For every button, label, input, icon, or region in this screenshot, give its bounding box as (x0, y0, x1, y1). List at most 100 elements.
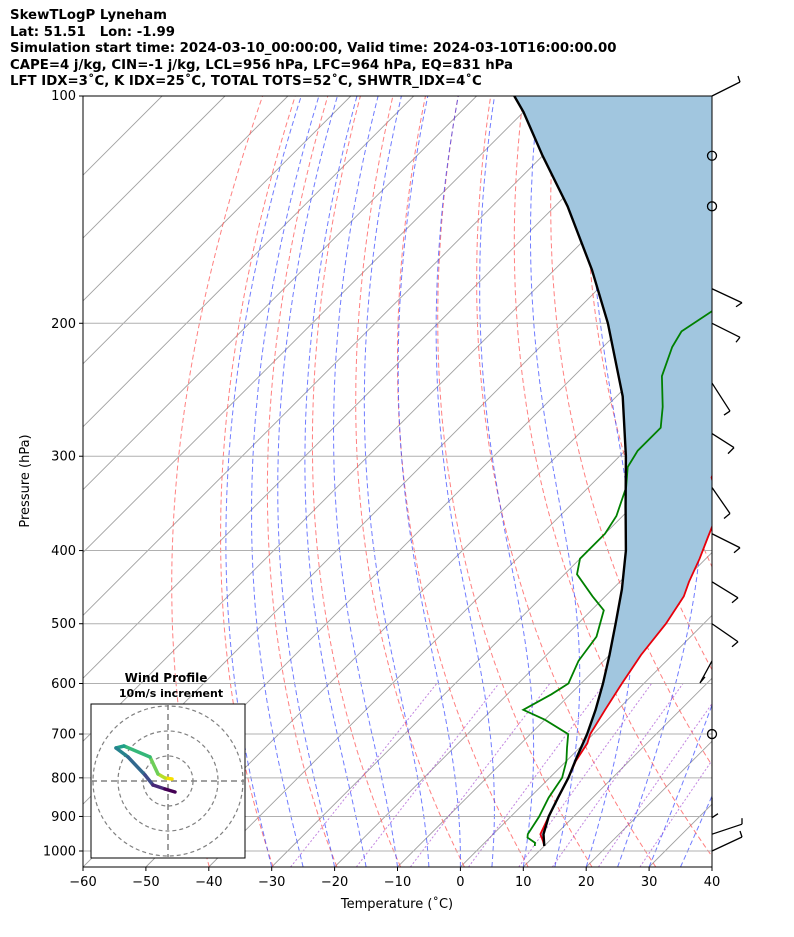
x-tick-label: −60 (69, 875, 96, 890)
isotherm-line (522, 677, 712, 867)
isotherm-line (83, 96, 540, 554)
wind-barb (711, 797, 719, 819)
y-tick-label: 900 (51, 810, 76, 825)
moist-adiabat (251, 96, 320, 867)
x-tick-label: 40 (704, 875, 721, 890)
wind-barb-staff (711, 81, 741, 97)
dewpoint-line (521, 310, 712, 847)
x-tick-label: 0 (456, 875, 464, 890)
hodograph-segment (148, 755, 160, 776)
wind-barb (711, 487, 731, 519)
moist-adiabat (479, 96, 535, 867)
y-tick-label: 400 (51, 544, 76, 559)
parcel-line (513, 96, 628, 847)
wind-barb-calm (706, 728, 718, 740)
chart-title: SkewTLogP Lyneham Lat: 51.51 Lon: -1.99 … (10, 8, 617, 91)
wind-barb-staff (711, 533, 741, 549)
isotherm-line (83, 96, 603, 617)
hodograph-segment (143, 773, 155, 787)
x-tick-label: −20 (321, 875, 348, 890)
title-indices-2: LFT IDX=3˚C, K IDX=25˚C, TOTAL TOTS=52˚C… (10, 74, 482, 89)
wind-barb-flag (737, 75, 741, 83)
mixing-ratio-line (409, 683, 551, 867)
mixing-ratio-line (518, 683, 653, 867)
moist-adiabat (363, 96, 430, 867)
wind-barb-staff (711, 623, 739, 643)
isotherm-line (334, 488, 712, 867)
wind-barb-staff (711, 581, 739, 599)
y-tick-label: 300 (51, 450, 76, 465)
moist-adiabat (435, 96, 495, 867)
wind-barb (711, 623, 739, 648)
mixing-ratio-line (597, 702, 712, 867)
mixing-ratio-line (551, 683, 684, 867)
mixing-ratio-line (468, 683, 605, 867)
x-tick-label: 10 (515, 875, 532, 890)
y-tick-label: 800 (51, 771, 76, 786)
title-times: Simulation start time: 2024-03-10_00:00:… (10, 41, 617, 56)
y-tick-label: 600 (51, 677, 76, 692)
y-tick-label: 200 (51, 317, 76, 332)
x-tick-label: −30 (258, 875, 285, 890)
wind-barb (711, 830, 743, 852)
wind-barb (711, 322, 741, 343)
wind-barb (711, 288, 743, 308)
wind-barb-flag (731, 597, 739, 604)
wind-barb-staff (699, 660, 713, 684)
y-tick-label: 500 (51, 617, 76, 632)
wind-barb-staff (711, 823, 743, 835)
isotherm-line (145, 300, 712, 867)
wind-barb-flag (731, 641, 739, 648)
profile-layer (513, 96, 712, 847)
hodograph-segment (114, 746, 130, 759)
wind-barb-staff (711, 288, 743, 304)
dry-adiabat (513, 96, 712, 858)
wind-barb-flag (723, 512, 731, 519)
isotherm-line (711, 866, 712, 867)
x-tick-label: −50 (132, 875, 159, 890)
title-station: SkewTLogP Lyneham (10, 8, 167, 23)
wind-barb-staff (711, 382, 731, 412)
isotherm-line (83, 96, 477, 491)
wind-barb-staff (711, 487, 731, 514)
moist-adiabat (277, 96, 338, 867)
wind-barb-staff (711, 836, 743, 852)
x-tick-label: −10 (384, 875, 411, 890)
wind-barb (711, 382, 731, 416)
x-tick-label: −40 (195, 875, 222, 890)
dry-adiabat (355, 96, 465, 867)
wind-barb (711, 75, 741, 97)
hodograph-segment (122, 744, 152, 759)
isotherm-line (397, 551, 712, 867)
wind-barb-flag (723, 410, 731, 416)
hodograph-segment (163, 787, 177, 794)
cape-fill-area (514, 96, 712, 846)
wind-barb-staff (711, 322, 741, 338)
wind-barb (711, 581, 739, 604)
moist-adiabat (304, 96, 367, 867)
wind-barb-flag (735, 336, 741, 343)
x-axis-ticks: −60 −50 −40 −30 −20 −10 0 10 20 30 40 (69, 867, 720, 890)
wind-barb-flag (711, 813, 719, 819)
wind-barb-calm (706, 201, 718, 212)
mixing-ratio-line (290, 683, 438, 867)
title-indices-1: CAPE=4 j/kg, CIN=-1 j/kg, LCL=956 hPa, L… (10, 57, 514, 73)
wind-barb-flag (733, 547, 741, 554)
wind-barb-flag (735, 302, 743, 308)
title-location: Lat: 51.51 Lon: -1.99 (10, 24, 176, 40)
hodograph-title: Wind Profile (125, 671, 208, 685)
hodograph-subtitle: 10m/s increment (119, 687, 223, 700)
dry-adiabat (751, 96, 794, 867)
y-axis-ticks: 100 200 300 400 500 600 700 800 900 1000 (43, 89, 83, 860)
x-tick-label: 20 (578, 875, 595, 890)
hodograph-ring (117, 730, 219, 832)
isotherm-line (83, 96, 352, 365)
isotherm-line (83, 96, 289, 302)
wind-barbs (699, 75, 743, 852)
dry-adiabat (266, 96, 338, 867)
isotherm-line (271, 426, 712, 867)
wind-barb-flag (727, 447, 735, 455)
x-axis-label: Temperature (˚C) (340, 896, 453, 912)
dry-adiabat (719, 96, 794, 867)
